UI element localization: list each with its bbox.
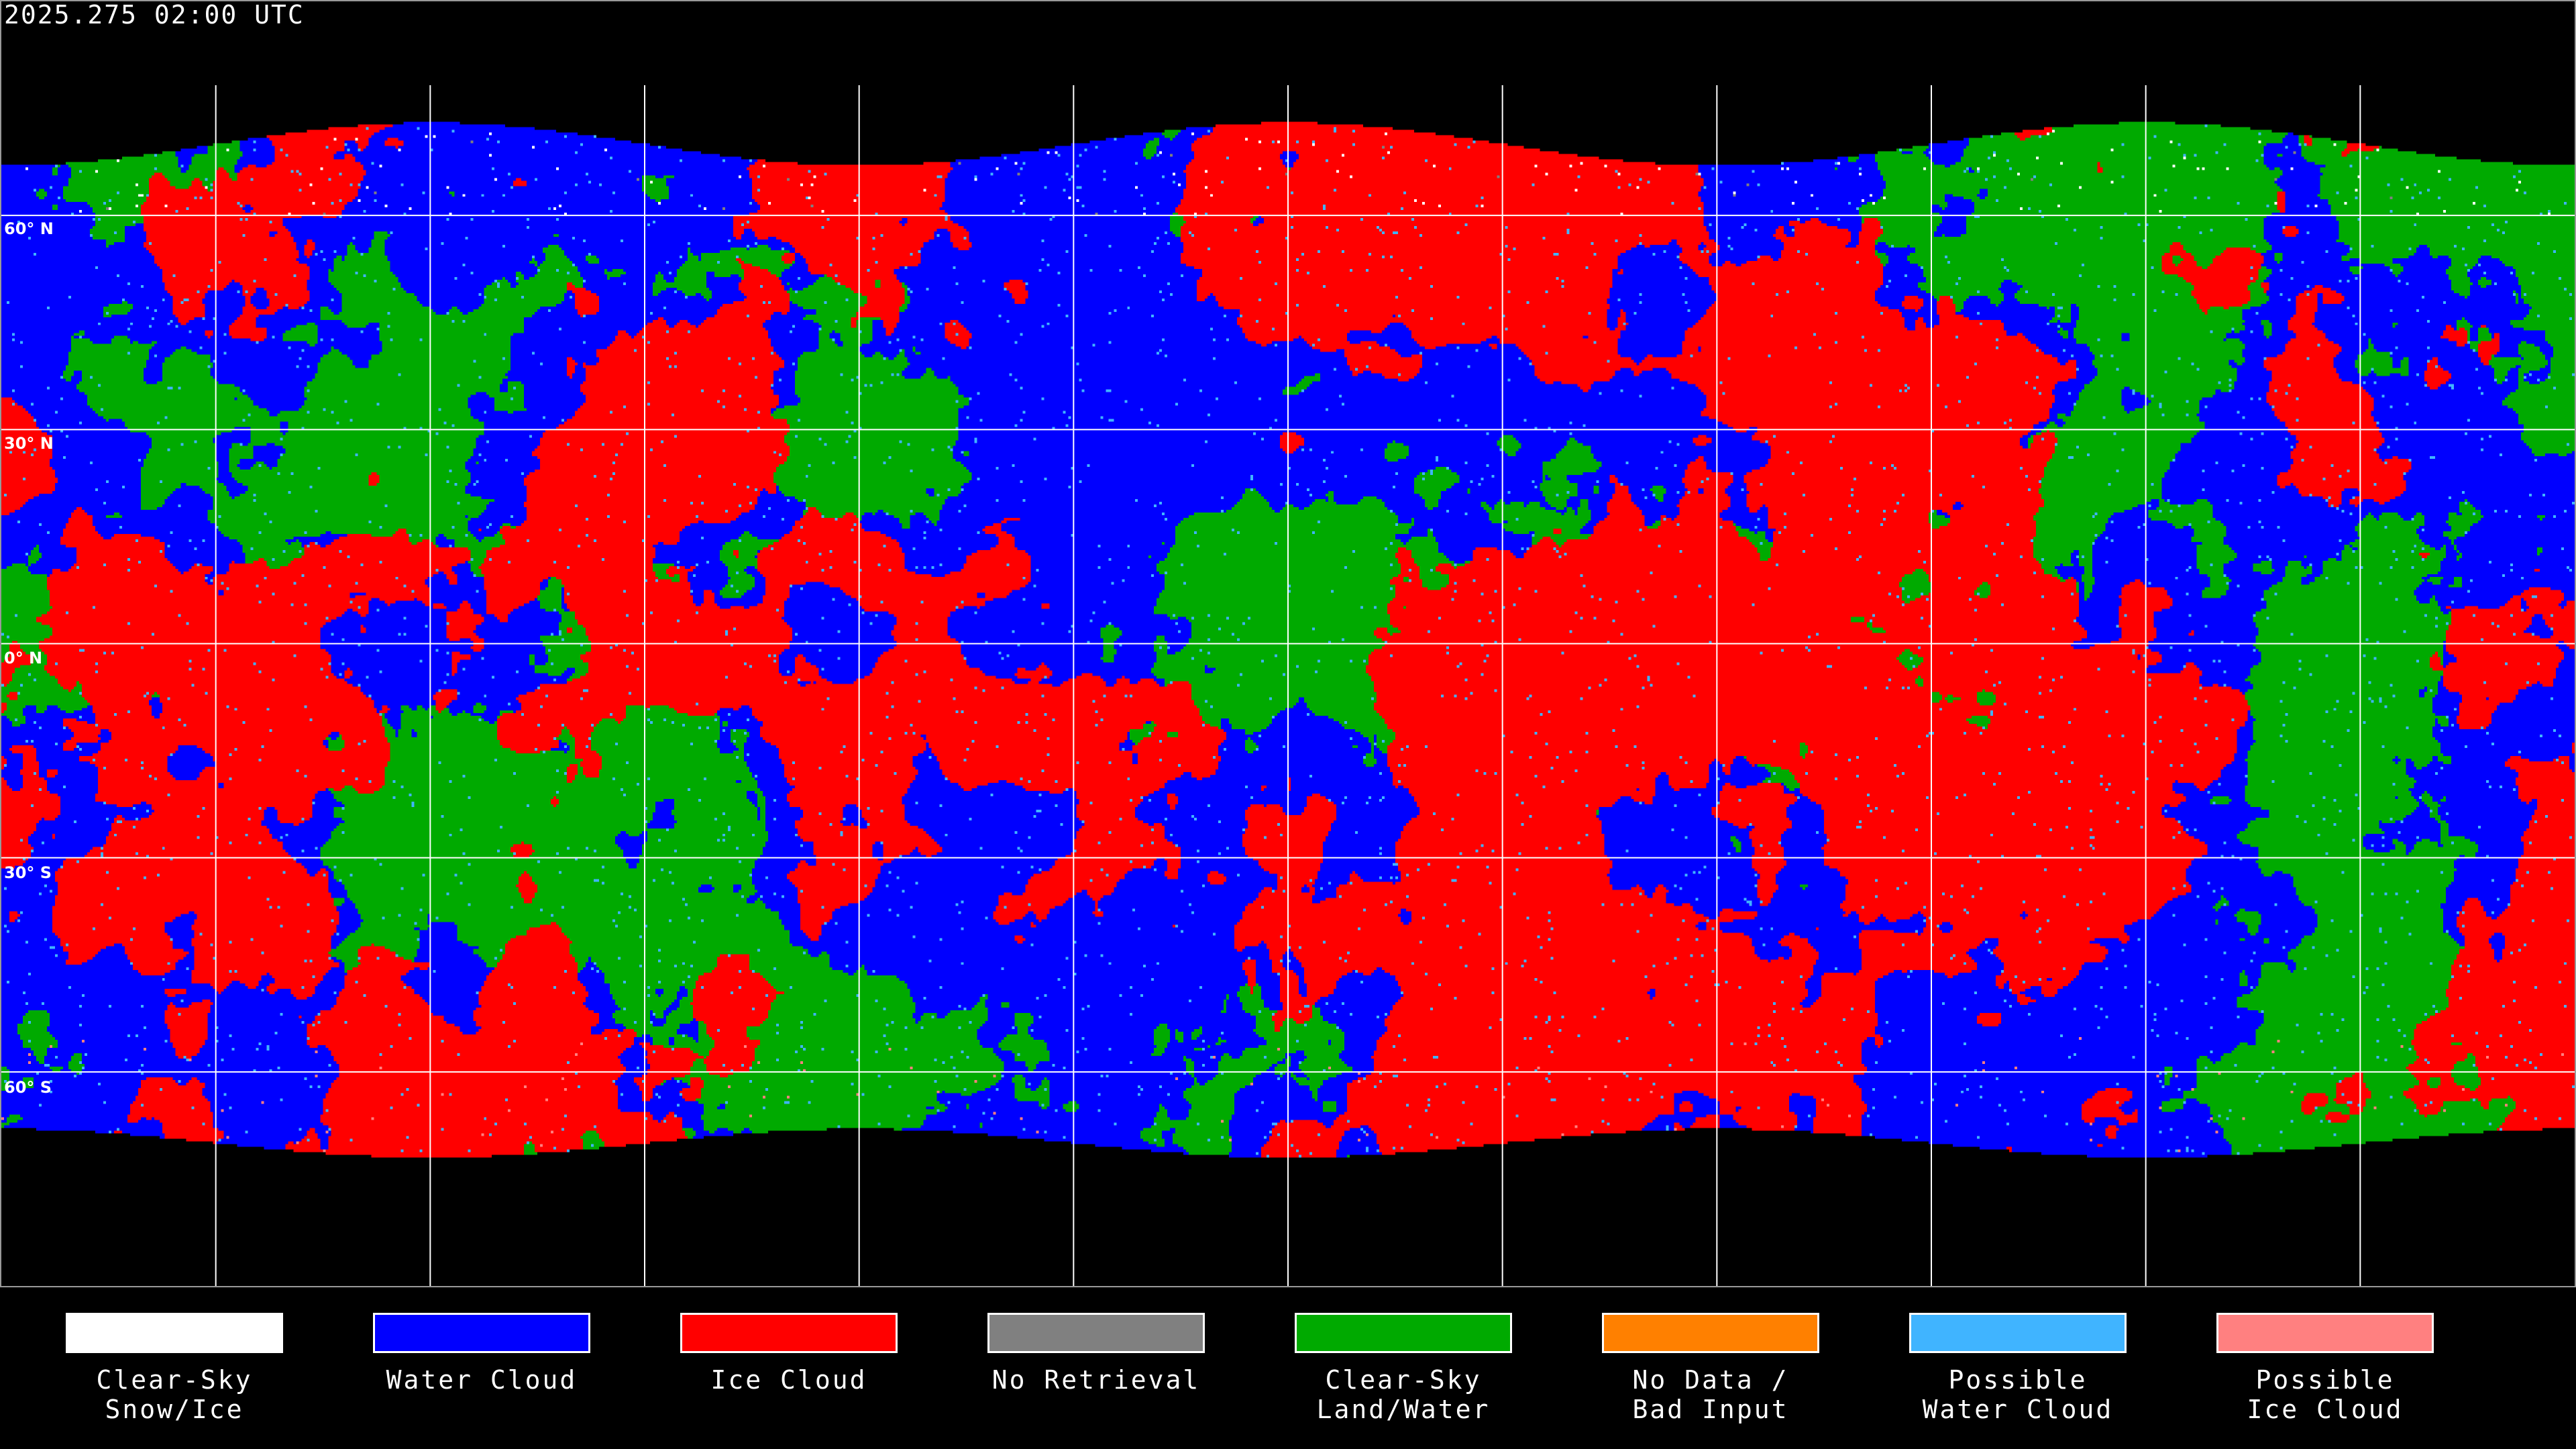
lat-label-60s: 60° S bbox=[4, 1078, 52, 1097]
legend-item: No Retrieval bbox=[987, 1313, 1205, 1395]
legend-label: Clear-Sky Land/Water bbox=[1316, 1365, 1491, 1424]
legend-label: Possible Ice Cloud bbox=[2247, 1365, 2404, 1424]
legend-label: Ice Cloud bbox=[710, 1365, 867, 1395]
legend-item: Ice Cloud bbox=[680, 1313, 898, 1395]
legend: Clear-Sky Snow/Ice Water Cloud Ice Cloud No… bbox=[0, 1288, 2576, 1449]
legend-item: No Data / Bad Input bbox=[1602, 1313, 1819, 1424]
legend-label: No Data / Bad Input bbox=[1632, 1365, 1789, 1424]
legend-swatch bbox=[680, 1313, 898, 1353]
legend-swatch bbox=[1295, 1313, 1512, 1353]
lat-label-60n: 60° N bbox=[4, 219, 54, 238]
cloud-phase-map: 2025.275 02:00 UTC 60° N 30° N 0° N 30° … bbox=[0, 0, 2576, 1287]
legend-item: Possible Water Cloud bbox=[1909, 1313, 2127, 1424]
legend-item: Clear-Sky Land/Water bbox=[1295, 1313, 1512, 1424]
legend-swatch bbox=[373, 1313, 590, 1353]
timestamp-title: 2025.275 02:00 UTC bbox=[4, 0, 305, 30]
legend-swatch bbox=[987, 1313, 1205, 1353]
legend-item: Possible Ice Cloud bbox=[2216, 1313, 2434, 1424]
legend-swatch bbox=[66, 1313, 283, 1353]
legend-item: Water Cloud bbox=[373, 1313, 590, 1395]
legend-label: Possible Water Cloud bbox=[1922, 1365, 2114, 1424]
legend-label: Water Cloud bbox=[386, 1365, 578, 1395]
lat-label-0n: 0° N bbox=[4, 649, 43, 667]
legend-item: Clear-Sky Snow/Ice bbox=[66, 1313, 283, 1424]
graticule bbox=[1, 85, 2575, 1286]
legend-swatch bbox=[2216, 1313, 2434, 1353]
legend-label: No Retrieval bbox=[991, 1365, 1201, 1395]
legend-swatch bbox=[1909, 1313, 2127, 1353]
legend-swatch bbox=[1602, 1313, 1819, 1353]
lat-label-30s: 30° S bbox=[4, 863, 52, 882]
legend-label: Clear-Sky Snow/Ice bbox=[96, 1365, 253, 1424]
lat-label-30n: 30° N bbox=[4, 434, 54, 453]
